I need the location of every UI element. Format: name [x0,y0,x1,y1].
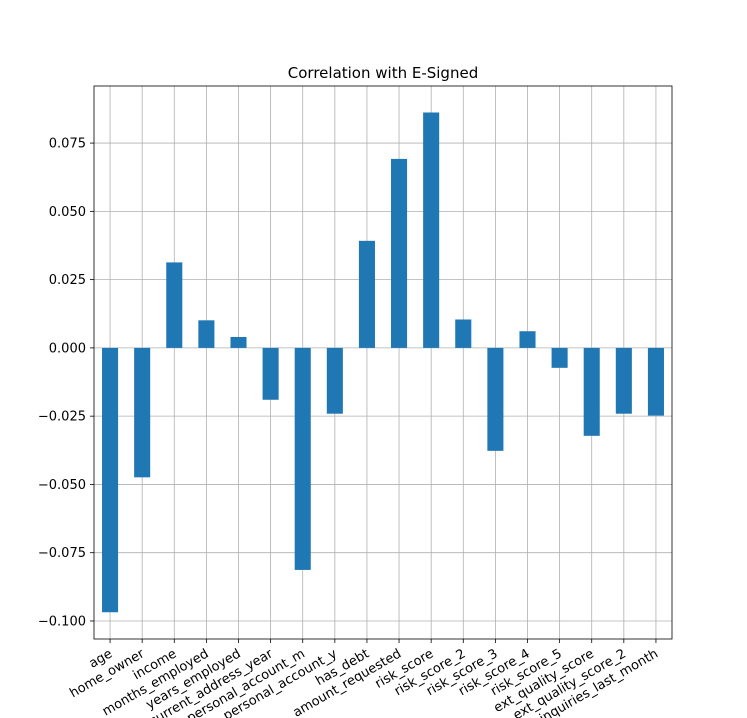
y-tick-label: 0.025 [49,273,86,288]
axes [93,85,673,640]
bar-risk-score-2 [455,319,472,348]
y-tick-label: 0.075 [49,137,86,152]
bar-home-owner [134,347,151,478]
bar-inquiries-last-month [647,347,664,416]
y-tick-label: −0.050 [38,478,86,493]
bar-years-employed [230,336,247,348]
bar-risk-score-5 [551,347,568,368]
bar-income [166,262,183,348]
y-tick-label: −0.025 [38,410,86,425]
bar-age [102,347,119,613]
y-axis-ticks: −0.100 −0.075 −0.050 −0.025 0.000 0.025 0.050 0… [38,137,94,629]
bar-risk-score-4 [519,331,536,348]
bar-months-employed [198,320,215,348]
y-tick-label: −0.100 [38,614,86,629]
axes-frame [93,85,673,640]
bar-risk-score-3 [487,347,504,451]
bar-amount-requested [391,158,408,348]
y-tick-label: 0.000 [49,341,86,356]
bar-personal-account-y [326,347,343,414]
y-tick-label: 0.050 [49,205,86,220]
bar-risk-score [423,112,440,348]
chart-title: Correlation with E-Signed [288,64,478,82]
bar-has-debt [358,240,375,348]
y-tick-label: −0.075 [38,546,86,561]
bar-current-address-year [262,347,279,400]
bar-personal-account-m [294,347,311,570]
bars [102,112,664,613]
bar-ext-quality-score-2 [615,347,632,414]
bar-ext-quality-score [583,347,600,436]
